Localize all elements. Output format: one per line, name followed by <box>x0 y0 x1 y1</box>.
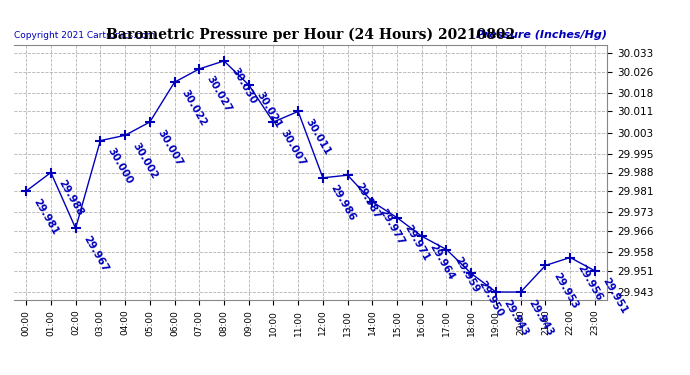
Text: 30.021: 30.021 <box>254 90 283 130</box>
Text: 30.011: 30.011 <box>304 117 333 157</box>
Text: 30.002: 30.002 <box>130 141 159 181</box>
Text: 30.007: 30.007 <box>155 128 184 168</box>
Text: 29.950: 29.950 <box>477 279 506 319</box>
Text: 30.000: 30.000 <box>106 146 135 186</box>
Text: Pressure (Inches/Hg): Pressure (Inches/Hg) <box>476 30 607 40</box>
Text: 30.022: 30.022 <box>180 88 209 128</box>
Text: 29.981: 29.981 <box>32 196 61 236</box>
Text: 29.987: 29.987 <box>353 181 382 220</box>
Text: 30.007: 30.007 <box>279 128 308 168</box>
Text: 29.943: 29.943 <box>526 298 555 338</box>
Text: 29.971: 29.971 <box>402 223 431 263</box>
Text: 29.986: 29.986 <box>328 183 357 223</box>
Text: 29.959: 29.959 <box>452 255 481 295</box>
Text: 29.956: 29.956 <box>575 263 604 303</box>
Title: Barometric Pressure per Hour (24 Hours) 20210802: Barometric Pressure per Hour (24 Hours) … <box>106 28 515 42</box>
Text: 29.953: 29.953 <box>551 271 580 310</box>
Text: 29.967: 29.967 <box>81 234 110 274</box>
Text: 29.977: 29.977 <box>378 207 406 247</box>
Text: 29.988: 29.988 <box>57 178 85 218</box>
Text: 30.030: 30.030 <box>230 66 258 106</box>
Text: 29.964: 29.964 <box>427 242 456 282</box>
Text: Copyright 2021 Cartronics.com: Copyright 2021 Cartronics.com <box>14 31 155 40</box>
Text: 29.943: 29.943 <box>502 298 530 338</box>
Text: 30.027: 30.027 <box>205 75 234 114</box>
Text: 29.951: 29.951 <box>600 276 629 316</box>
